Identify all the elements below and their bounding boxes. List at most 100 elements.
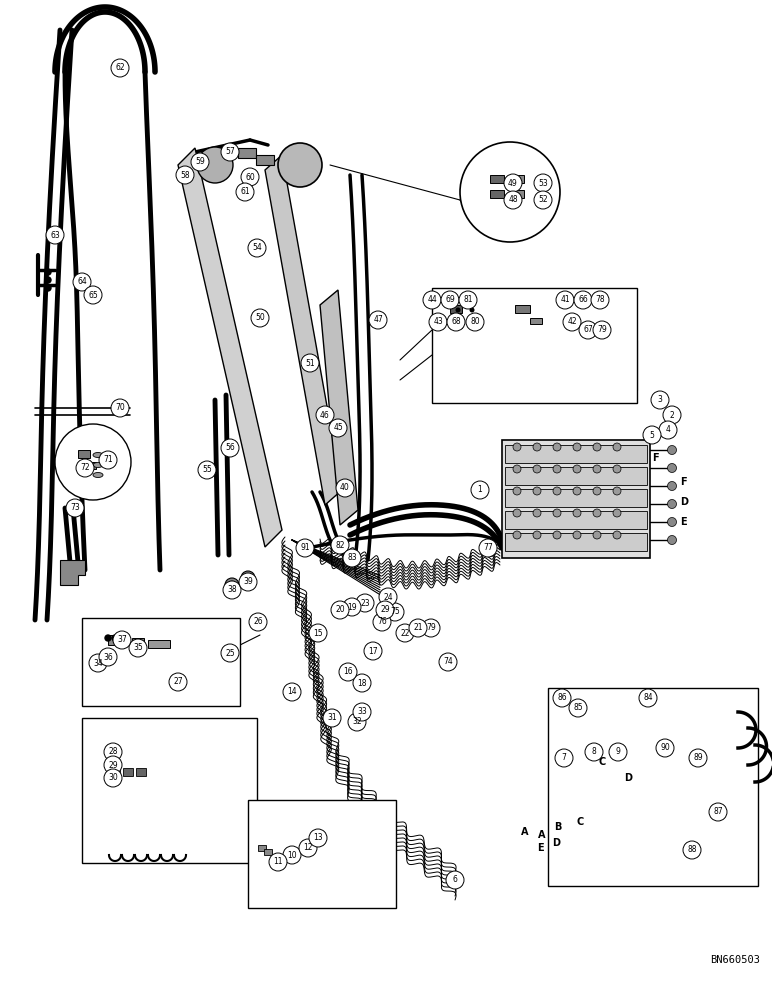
Text: 70: 70: [115, 403, 125, 412]
Text: 20: 20: [335, 605, 345, 614]
Circle shape: [353, 703, 371, 721]
Ellipse shape: [93, 462, 103, 468]
Text: 19: 19: [347, 602, 357, 611]
Text: 62: 62: [115, 64, 125, 73]
Bar: [510, 190, 524, 198]
Text: 51: 51: [305, 359, 315, 367]
Text: 39: 39: [243, 578, 253, 586]
Text: 32: 32: [352, 718, 362, 726]
Bar: [258, 845, 266, 851]
Text: 44: 44: [427, 296, 437, 304]
Text: D: D: [680, 497, 688, 507]
Circle shape: [593, 487, 601, 495]
Text: 46: 46: [320, 410, 330, 420]
Circle shape: [45, 285, 51, 291]
Bar: [132, 638, 144, 644]
Circle shape: [76, 459, 94, 477]
Text: 38: 38: [227, 585, 237, 594]
Circle shape: [455, 308, 461, 312]
Bar: [78, 450, 90, 458]
Text: 15: 15: [313, 629, 323, 638]
Bar: [505, 511, 647, 529]
Circle shape: [176, 166, 194, 184]
Text: 49: 49: [508, 178, 518, 188]
Text: 10: 10: [287, 850, 296, 859]
Text: 36: 36: [103, 652, 113, 662]
Circle shape: [225, 578, 239, 592]
Circle shape: [113, 631, 131, 649]
Circle shape: [668, 446, 676, 454]
Text: 43: 43: [433, 318, 443, 326]
Text: 65: 65: [88, 290, 98, 300]
Text: 57: 57: [225, 147, 235, 156]
Circle shape: [244, 574, 252, 582]
Circle shape: [84, 286, 102, 304]
Bar: [505, 489, 647, 507]
Text: 9: 9: [615, 748, 621, 756]
Circle shape: [369, 311, 387, 329]
Text: 21: 21: [413, 624, 423, 633]
Circle shape: [609, 743, 627, 761]
Text: 45: 45: [334, 424, 343, 432]
Circle shape: [469, 308, 475, 312]
Text: 61: 61: [240, 188, 250, 196]
Circle shape: [169, 673, 187, 691]
Circle shape: [651, 391, 669, 409]
Text: 2: 2: [669, 410, 675, 420]
Polygon shape: [320, 290, 358, 525]
Circle shape: [534, 174, 552, 192]
Circle shape: [104, 743, 122, 761]
Circle shape: [299, 839, 317, 857]
Circle shape: [422, 619, 440, 637]
Bar: [505, 445, 647, 463]
Text: F: F: [652, 453, 659, 463]
Circle shape: [356, 594, 374, 612]
Bar: [82, 718, 257, 863]
Text: D: D: [624, 773, 632, 783]
Text: 56: 56: [225, 444, 235, 452]
Text: 42: 42: [567, 318, 577, 326]
Text: 58: 58: [180, 170, 190, 180]
Circle shape: [223, 581, 241, 599]
Circle shape: [329, 419, 347, 437]
Circle shape: [555, 749, 573, 767]
Circle shape: [296, 539, 314, 557]
Bar: [530, 318, 542, 324]
Circle shape: [639, 689, 657, 707]
Text: 91: 91: [300, 544, 310, 552]
Text: 28: 28: [108, 748, 118, 756]
Text: 4: 4: [665, 426, 670, 434]
Text: 17: 17: [368, 647, 378, 656]
Text: 14: 14: [287, 688, 296, 696]
Text: A: A: [538, 830, 546, 840]
Text: E: E: [537, 843, 543, 853]
Text: 18: 18: [357, 678, 367, 688]
Text: 31: 31: [327, 714, 337, 722]
Text: 79: 79: [597, 326, 607, 334]
Circle shape: [446, 871, 464, 889]
Text: 33: 33: [357, 708, 367, 716]
Circle shape: [331, 536, 349, 554]
Bar: [82, 618, 240, 706]
Text: 54: 54: [252, 243, 262, 252]
Bar: [110, 768, 120, 776]
Circle shape: [447, 313, 465, 331]
Circle shape: [66, 499, 84, 517]
Circle shape: [323, 709, 341, 727]
Circle shape: [441, 291, 459, 309]
Ellipse shape: [93, 452, 103, 458]
Circle shape: [534, 191, 552, 209]
Bar: [510, 175, 524, 183]
Text: 89: 89: [693, 754, 703, 762]
Text: 68: 68: [451, 318, 461, 326]
Circle shape: [504, 191, 522, 209]
Circle shape: [99, 648, 117, 666]
Text: 13: 13: [313, 834, 323, 842]
Text: 29: 29: [108, 760, 118, 770]
Circle shape: [613, 487, 621, 495]
Circle shape: [343, 598, 361, 616]
Circle shape: [553, 531, 561, 539]
Text: 67: 67: [583, 326, 593, 334]
Text: 6: 6: [452, 876, 458, 884]
Text: 81: 81: [463, 296, 472, 304]
